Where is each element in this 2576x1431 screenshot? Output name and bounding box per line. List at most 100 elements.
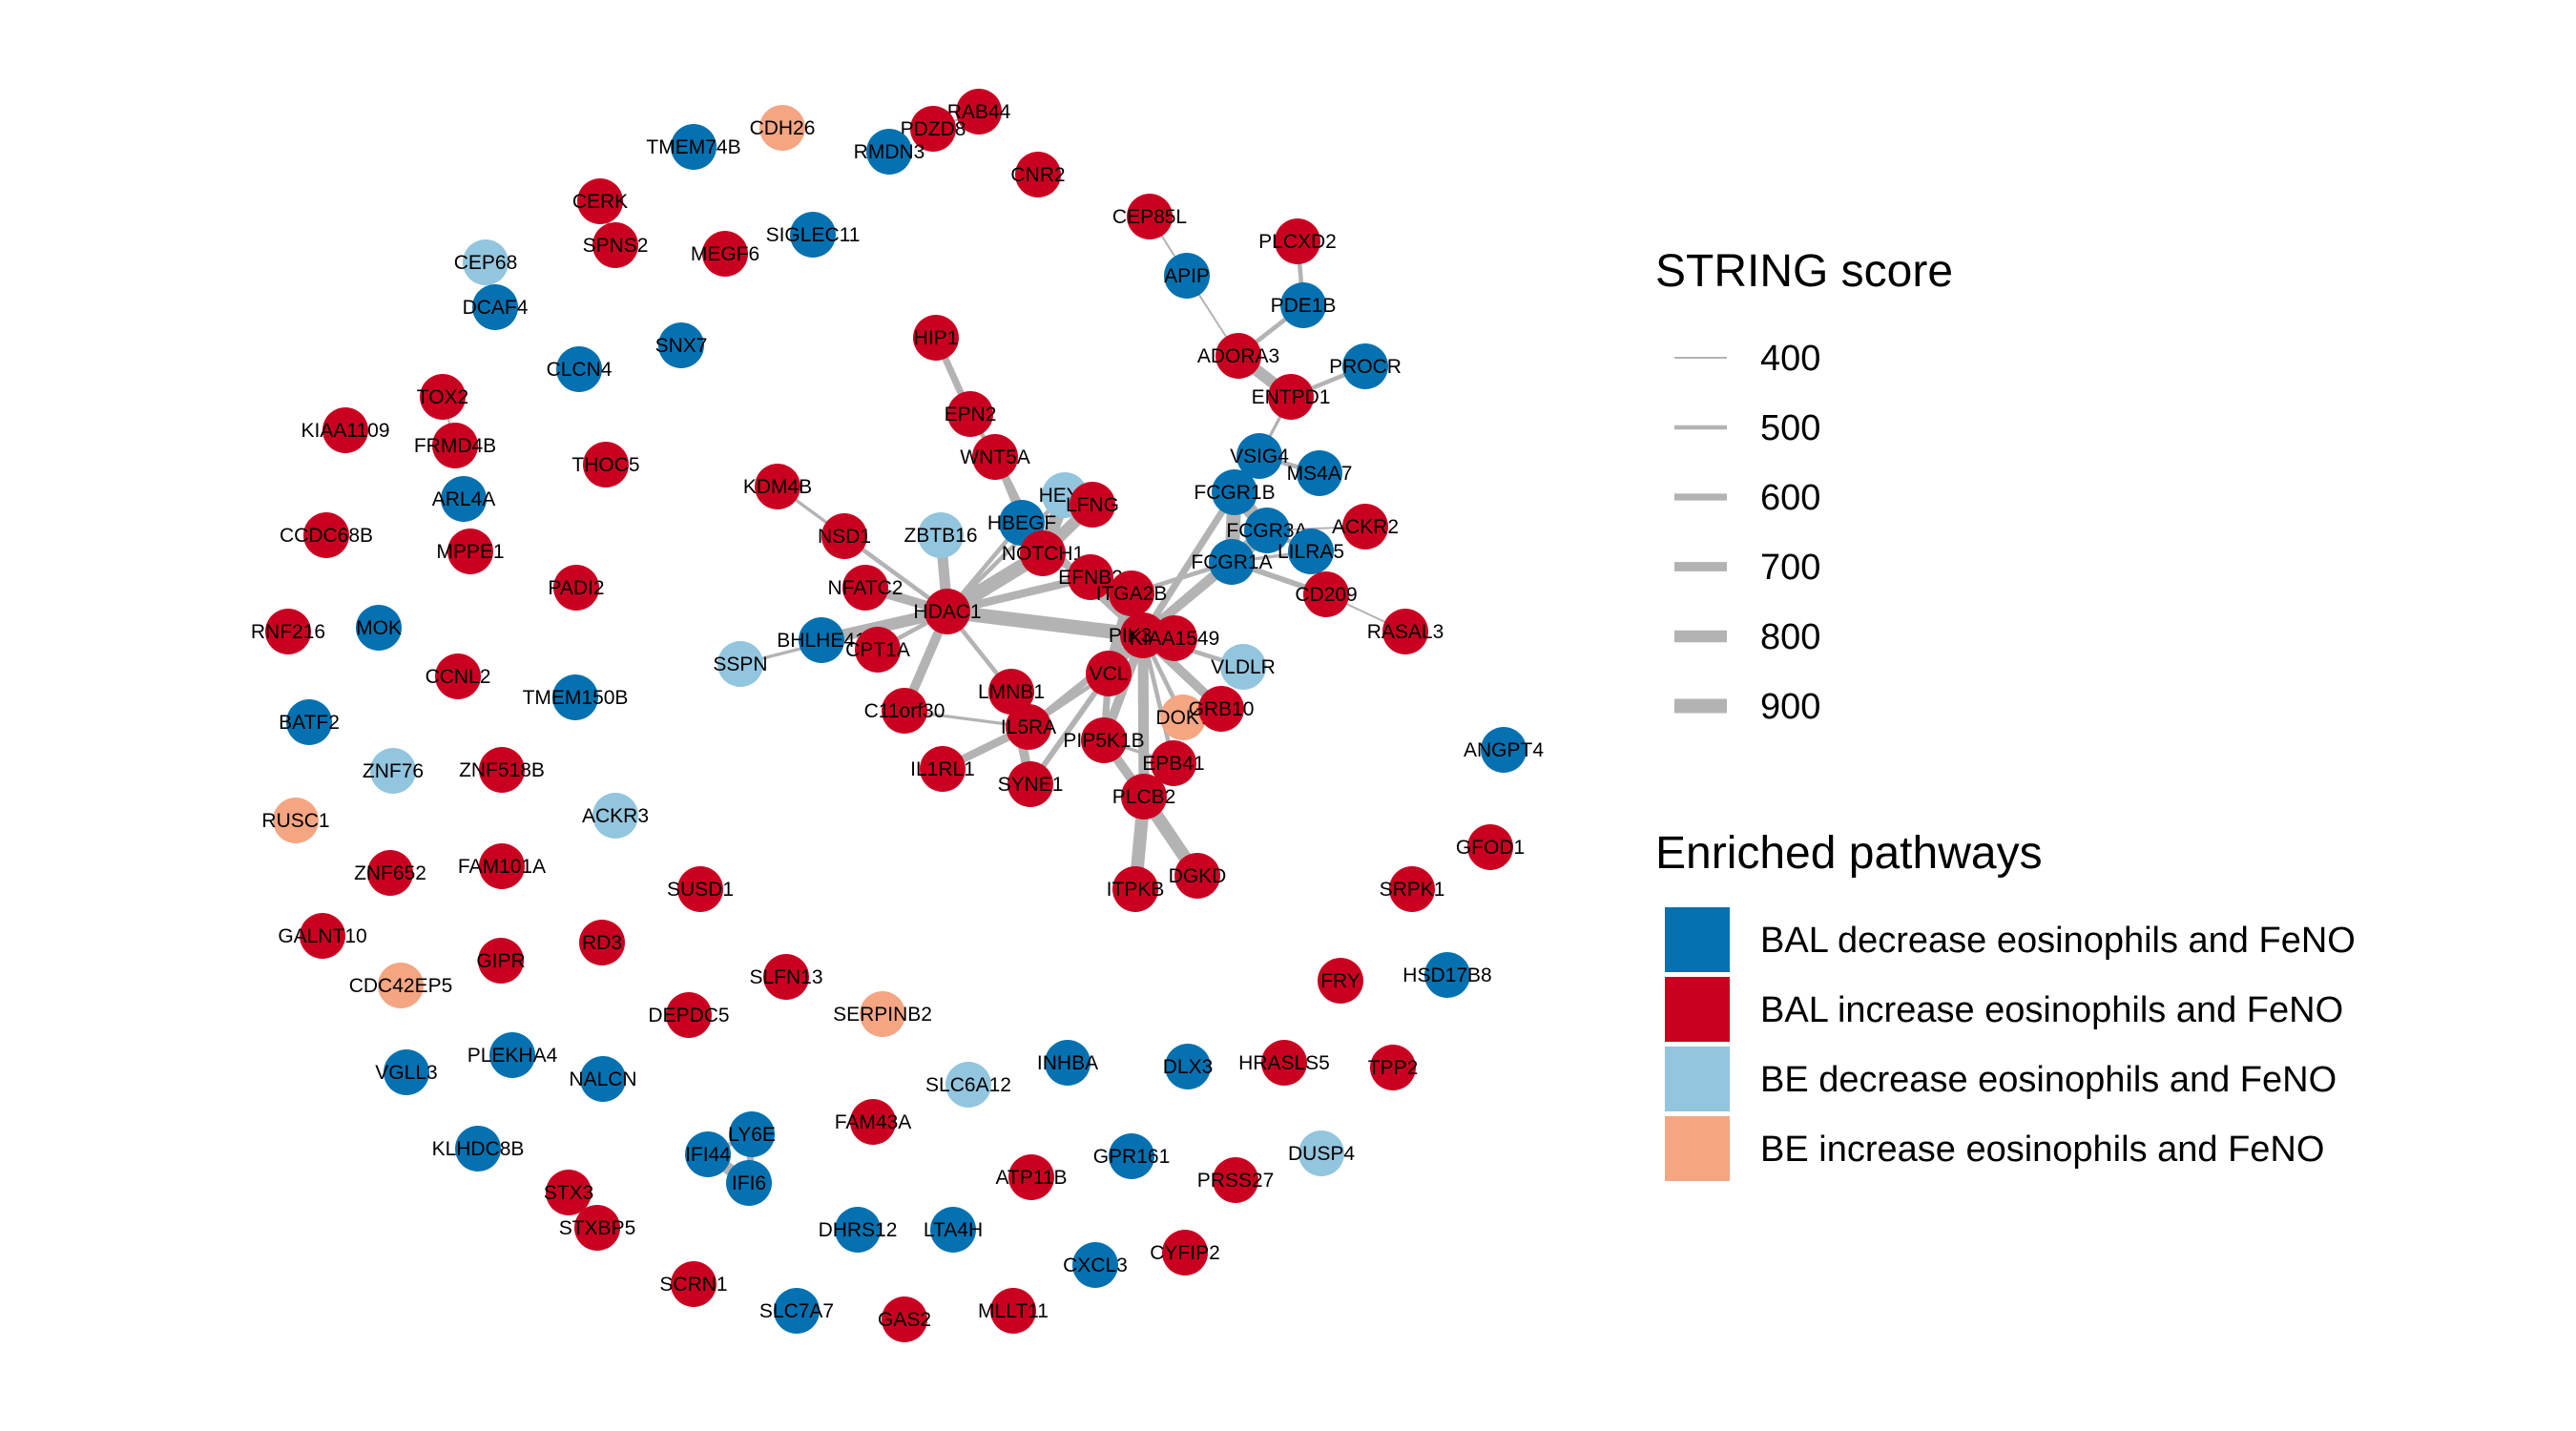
node-pip5k1b[interactable]: PIP5K1B [1063, 717, 1145, 763]
node-fry[interactable]: FRY [1318, 958, 1363, 1004]
node-rnf216[interactable]: RNF216 [251, 609, 325, 654]
node-sspn[interactable]: SSPN [713, 641, 768, 687]
node-hdac1[interactable]: HDAC1 [913, 589, 982, 634]
node-prss27[interactable]: PRSS27 [1197, 1157, 1275, 1203]
node-mppe1[interactable]: MPPE1 [436, 529, 505, 574]
node-dgkd[interactable]: DGKD [1169, 853, 1227, 899]
node-apip[interactable]: APIP [1164, 253, 1210, 299]
node-pdzd8[interactable]: PDZD8 [901, 106, 966, 152]
node-tpp2[interactable]: TPP2 [1368, 1045, 1419, 1090]
node-susd1[interactable]: SUSD1 [667, 866, 734, 912]
node-megf6[interactable]: MEGF6 [691, 231, 759, 277]
node-frmd4b[interactable]: FRMD4B [414, 423, 496, 468]
node-tmem150b[interactable]: TMEM150B [523, 674, 629, 720]
node-mok[interactable]: MOK [356, 605, 402, 651]
node-nfatc2[interactable]: NFATC2 [828, 565, 904, 611]
node-fam43a[interactable]: FAM43A [835, 1099, 912, 1145]
node-rab44[interactable]: RAB44 [947, 89, 1011, 135]
node-fcgr3a[interactable]: FCGR3A [1226, 508, 1308, 553]
node-plcxd2[interactable]: PLCXD2 [1258, 218, 1337, 264]
node-znf518b[interactable]: ZNF518B [459, 747, 545, 793]
node-thoc5[interactable]: THOC5 [571, 442, 640, 487]
node-kiaa1549[interactable]: KIAA1549 [1130, 615, 1220, 661]
node-cpt1a[interactable]: CPT1A [845, 627, 910, 673]
node-stxbp5[interactable]: STXBP5 [559, 1205, 636, 1251]
node-depdc5[interactable]: DEPDC5 [648, 992, 730, 1038]
node-cep85l[interactable]: CEP85L [1112, 194, 1187, 239]
node-hip1[interactable]: HIP1 [913, 315, 959, 361]
node-clcn4[interactable]: CLCN4 [547, 346, 613, 392]
node-plcb2[interactable]: PLCB2 [1112, 774, 1176, 819]
node-ackr3[interactable]: ACKR3 [582, 793, 649, 839]
node-stx3[interactable]: STX3 [544, 1170, 594, 1215]
node-gipr[interactable]: GIPR [476, 938, 526, 984]
node-adora3[interactable]: ADORA3 [1197, 333, 1279, 379]
node-procr[interactable]: PROCR [1329, 343, 1402, 389]
node-serpinb2[interactable]: SERPINB2 [833, 991, 932, 1037]
node-cd209[interactable]: CD209 [1295, 571, 1358, 617]
node-inhba[interactable]: INHBA [1037, 1040, 1098, 1086]
node-il1rl1[interactable]: IL1RL1 [910, 746, 975, 792]
node-dcaf4[interactable]: DCAF4 [463, 284, 529, 330]
node-ccnl2[interactable]: CCNL2 [426, 653, 491, 699]
node-lta4h[interactable]: LTA4H [924, 1207, 983, 1253]
node-fam101a[interactable]: FAM101A [458, 843, 546, 889]
node-epb41[interactable]: EPB41 [1142, 740, 1205, 786]
node-wnt5a[interactable]: WNT5A [960, 434, 1030, 480]
node-dhrs12[interactable]: DHRS12 [819, 1207, 898, 1253]
node-hrasls5[interactable]: HRASLS5 [1238, 1040, 1330, 1086]
node-kdm4b[interactable]: KDM4B [743, 464, 812, 509]
node-fcgr1b[interactable]: FCGR1B [1194, 469, 1276, 515]
node-lilra5[interactable]: LILRA5 [1278, 529, 1344, 574]
node-znf76[interactable]: ZNF76 [363, 748, 424, 794]
node-tox2[interactable]: TOX2 [417, 374, 468, 420]
node-siglec11[interactable]: SIGLEC11 [766, 212, 861, 258]
node-gas2[interactable]: GAS2 [878, 1296, 931, 1342]
node-dok7[interactable]: DOK7 [1155, 695, 1211, 740]
node-fcgr1a[interactable]: FCGR1A [1191, 539, 1273, 585]
node-arl4a[interactable]: ARL4A [432, 476, 496, 522]
node-hsd17b8[interactable]: HSD17B8 [1402, 952, 1492, 998]
node-ifi6[interactable]: IFI6 [726, 1160, 772, 1206]
node-slc7a7[interactable]: SLC7A7 [759, 1288, 834, 1334]
node-rusc1[interactable]: RUSC1 [261, 798, 330, 843]
node-klhdc8b[interactable]: KLHDC8B [432, 1126, 525, 1172]
node-pde1b[interactable]: PDE1B [1271, 282, 1337, 328]
node-ifi44[interactable]: IFI44 [685, 1131, 731, 1177]
node-efnb2[interactable]: EFNB2 [1058, 554, 1123, 600]
node-cep68[interactable]: CEP68 [454, 239, 518, 285]
node-rd3[interactable]: RD3 [579, 920, 625, 965]
node-ackr2[interactable]: ACKR2 [1332, 504, 1399, 550]
node-nalcn[interactable]: NALCN [569, 1056, 637, 1102]
node-gfod1[interactable]: GFOD1 [1456, 824, 1525, 870]
node-vgll3[interactable]: VGLL3 [375, 1049, 438, 1095]
node-itga2b[interactable]: ITGA2B [1096, 570, 1168, 616]
node-ly6e[interactable]: LY6E [728, 1111, 776, 1157]
node-nsd1[interactable]: NSD1 [818, 513, 871, 559]
node-epn2[interactable]: EPN2 [945, 391, 997, 437]
node-galnt10[interactable]: GALNT10 [278, 913, 367, 959]
node-cdc42ep5[interactable]: CDC42EP5 [349, 963, 453, 1008]
node-rmdn3[interactable]: RMDN3 [854, 129, 925, 175]
node-gpr161[interactable]: GPR161 [1093, 1133, 1171, 1179]
node-slfn13[interactable]: SLFN13 [749, 954, 823, 1000]
node-znf652[interactable]: ZNF652 [354, 850, 426, 896]
node-padi2[interactable]: PADI2 [548, 565, 605, 611]
node-cnr2[interactable]: CNR2 [1010, 152, 1066, 197]
node-cyfip2[interactable]: CYFIP2 [1150, 1230, 1220, 1275]
node-spns2[interactable]: SPNS2 [583, 222, 649, 268]
node-rasal3[interactable]: RASAL3 [1367, 609, 1444, 654]
node-atp11b[interactable]: ATP11B [995, 1154, 1068, 1200]
node-itpkb[interactable]: ITPKB [1107, 866, 1165, 912]
node-vsig4[interactable]: VSIG4 [1230, 433, 1289, 479]
node-lfng[interactable]: LFNG [1066, 482, 1119, 528]
node-kiaa1109[interactable]: KIAA1109 [301, 407, 390, 453]
node-tmem74b[interactable]: TMEM74B [646, 124, 741, 170]
node-cdh26[interactable]: CDH26 [750, 105, 816, 151]
node-ccdc68b[interactable]: CCDC68B [280, 512, 373, 558]
node-cerk[interactable]: CERK [572, 178, 628, 224]
node-il5ra[interactable]: IL5RA [1001, 704, 1056, 750]
node-lmnb1[interactable]: LMNB1 [978, 669, 1045, 715]
node-vcl[interactable]: VCL [1086, 651, 1132, 696]
node-ms4a7[interactable]: MS4A7 [1287, 450, 1353, 496]
